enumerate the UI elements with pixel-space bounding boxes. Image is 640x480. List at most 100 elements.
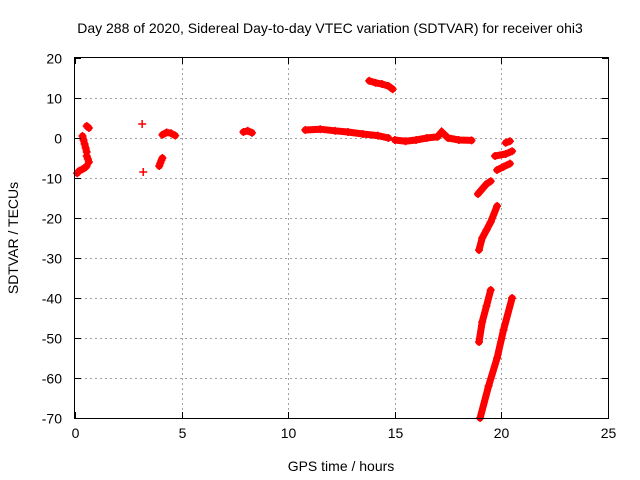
data-point: [444, 134, 453, 142]
series-track: [475, 286, 495, 346]
series-track: [301, 125, 392, 142]
chart-title: Day 288 of 2020, Sidereal Day-to-day VTE…: [77, 20, 583, 36]
y-tick-label: -70: [42, 411, 62, 427]
data-point: [475, 246, 484, 254]
data-series-arc-11: [365, 76, 397, 94]
data-series-arc-8: [158, 128, 180, 140]
data-series-arc-13: [473, 177, 495, 198]
data-point: [482, 180, 491, 188]
x-tick-label: 5: [179, 425, 187, 441]
data-series-arc-18: [493, 159, 514, 174]
data-series-arc-15: [475, 286, 495, 346]
data-series-arc-10: [301, 125, 393, 142]
data-point: [138, 120, 147, 128]
data-point: [371, 78, 380, 87]
data-point: [501, 150, 510, 158]
data-point: [412, 136, 421, 144]
data-series-arc-17: [491, 147, 517, 160]
data-point: [171, 131, 180, 140]
data-point: [499, 162, 508, 171]
data-point: [401, 137, 410, 146]
data-series-arc-7: [155, 154, 167, 170]
axis-ticks: 0 5 10 15 20 25 20 10 0 -10 -20 -30 -40 -50 -60 -70: [42, 51, 617, 442]
series-track: [474, 177, 495, 198]
y-axis-label: SDTVAR / TECUs: [5, 182, 21, 294]
data-point: [358, 130, 367, 138]
data-point: [343, 128, 352, 136]
data-point: [158, 154, 167, 162]
data-point: [384, 134, 393, 142]
data-point: [384, 82, 393, 90]
data-layer: [73, 76, 517, 422]
data-point: [482, 302, 491, 310]
data-point: [454, 136, 463, 144]
data-point: [243, 126, 252, 135]
data-point: [388, 85, 397, 94]
data-point: [81, 144, 90, 152]
plot-frame: [74, 57, 609, 419]
x-axis-label: GPS time / hours: [288, 458, 395, 474]
data-point: [505, 159, 514, 168]
data-point: [501, 138, 510, 147]
data-point: [508, 294, 517, 302]
data-series-arc-12: [390, 126, 476, 146]
data-point: [422, 134, 431, 142]
data-point: [484, 382, 493, 390]
x-tick-label: 25: [601, 425, 617, 441]
data-point: [505, 137, 514, 146]
data-point: [390, 136, 399, 144]
data-series-arc-9: [239, 126, 256, 137]
data-series-arc-5: [138, 120, 147, 128]
data-point: [467, 136, 476, 145]
data-point: [486, 286, 495, 294]
data-point: [331, 126, 340, 135]
data-point: [84, 158, 93, 166]
data-point: [84, 124, 93, 132]
data-point: [437, 128, 446, 136]
data-series-arc-3: [82, 122, 93, 132]
y-tick-label: -30: [42, 251, 62, 267]
data-series-arc-19: [501, 137, 514, 147]
data-point: [316, 125, 325, 134]
y-tick-label: -10: [42, 171, 62, 187]
data-point: [478, 234, 487, 242]
y-tick-label: -50: [42, 331, 62, 347]
data-point: [301, 126, 310, 134]
data-series-arc-2: [78, 132, 91, 156]
data-point: [158, 130, 167, 139]
data-point: [365, 76, 374, 85]
data-point: [482, 226, 491, 234]
data-series-arc-14: [475, 202, 502, 254]
y-tick-label: -60: [42, 371, 62, 387]
data-point: [499, 326, 508, 334]
data-series-arc-16: [476, 294, 517, 422]
x-tick-label: 20: [494, 425, 510, 441]
y-tick-label: 20: [46, 51, 62, 67]
data-point: [162, 128, 171, 137]
data-point: [79, 136, 88, 144]
y-tick-label: 10: [46, 91, 62, 107]
data-series-arc-6: [139, 168, 148, 176]
data-point: [493, 202, 502, 210]
x-tick-label: 0: [72, 425, 80, 441]
data-point: [139, 168, 148, 176]
y-tick-label: -40: [42, 291, 62, 307]
data-point: [486, 177, 495, 186]
x-tick-label: 10: [281, 425, 297, 441]
data-point: [378, 80, 387, 88]
grid: [75, 58, 608, 418]
data-point: [247, 128, 256, 137]
y-tick-label: 0: [54, 131, 62, 147]
x-tick-label: 15: [388, 425, 404, 441]
data-point: [493, 166, 502, 174]
y-tick-label: -20: [42, 211, 62, 227]
data-point: [475, 338, 484, 346]
series-track: [475, 202, 501, 254]
data-point: [433, 132, 442, 141]
data-point: [239, 128, 248, 136]
data-point: [478, 318, 487, 326]
data-point: [486, 218, 495, 226]
data-point: [473, 190, 482, 198]
data-series-arc-4: [82, 152, 93, 166]
